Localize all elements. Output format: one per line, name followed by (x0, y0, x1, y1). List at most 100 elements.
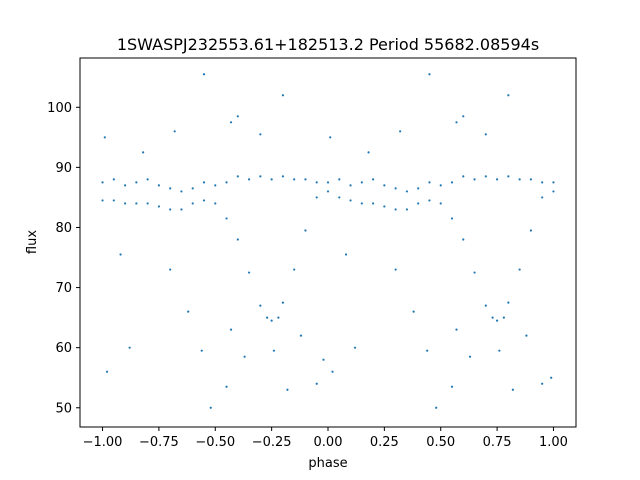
data-point (169, 268, 172, 271)
data-point (277, 316, 280, 319)
data-point (247, 178, 251, 181)
data-point (103, 136, 106, 139)
data-point (550, 376, 553, 379)
data-point (360, 202, 363, 205)
data-point (529, 229, 533, 232)
x-tick-label: 0.75 (483, 435, 512, 450)
data-point (270, 319, 273, 322)
data-point (518, 268, 521, 271)
data-point (135, 181, 138, 184)
data-point (360, 181, 363, 184)
data-point (507, 94, 510, 97)
data-point (315, 196, 318, 199)
x-axis-label: phase (308, 456, 347, 471)
data-point (383, 184, 386, 187)
data-point (529, 178, 533, 181)
data-point (304, 229, 307, 232)
x-axis: −1.00 −0.75 −0.50 −0.25 0.00 0.25 0.50 0.75 1.00 (83, 427, 568, 450)
y-tick-label: 90 (55, 161, 72, 176)
y-tick-label: 50 (55, 401, 72, 416)
y-tick-label: 60 (55, 341, 72, 356)
data-point (146, 178, 149, 181)
data-point (541, 181, 544, 184)
data-point (417, 187, 420, 190)
data-point (105, 370, 109, 373)
data-point (417, 202, 420, 205)
data-point (473, 271, 476, 274)
data-point (462, 175, 465, 178)
data-point (353, 346, 357, 349)
data-point (383, 205, 386, 208)
data-point (541, 382, 544, 385)
data-point (101, 199, 104, 202)
data-point (450, 385, 454, 388)
data-point (142, 151, 145, 154)
data-point (473, 178, 476, 181)
data-point (259, 133, 262, 136)
data-point (502, 316, 505, 319)
data-point (541, 196, 544, 199)
data-point (412, 310, 415, 313)
data-point (435, 406, 438, 409)
data-point (450, 181, 454, 184)
chart-title: 1SWASPJ232553.61+182513.2 Period 55682.0… (117, 35, 539, 54)
y-axis: 50 60 70 80 90 100 (47, 101, 80, 416)
scatter-points (101, 73, 555, 409)
y-axis-label: flux (25, 230, 40, 254)
data-point (191, 202, 194, 205)
data-point (157, 184, 161, 187)
data-point (225, 385, 228, 388)
x-tick-label: 0.25 (370, 435, 399, 450)
data-point (439, 202, 442, 205)
data-point (123, 202, 127, 205)
data-point (135, 202, 138, 205)
data-point (495, 319, 499, 322)
data-point (119, 253, 122, 256)
data-point (281, 301, 285, 304)
data-point (428, 199, 431, 202)
data-point (315, 382, 318, 385)
x-tick-label: −0.25 (252, 435, 292, 450)
data-point (112, 178, 115, 181)
x-tick-label: 0.50 (426, 435, 455, 450)
data-point (462, 115, 465, 118)
data-point (518, 178, 521, 181)
x-tick-label: 1.00 (539, 435, 568, 450)
data-point (200, 349, 203, 352)
data-point (507, 175, 510, 178)
data-point (128, 346, 131, 349)
data-point (462, 238, 465, 241)
data-point (169, 208, 172, 211)
data-point (525, 334, 528, 337)
data-point (202, 199, 206, 202)
data-point (236, 115, 239, 118)
data-point (394, 187, 397, 190)
data-point (367, 151, 370, 154)
y-tick-label: 80 (55, 221, 72, 236)
data-point (426, 349, 429, 352)
data-point (468, 355, 472, 358)
data-point (507, 301, 510, 304)
data-point (484, 304, 487, 307)
data-point (236, 175, 239, 178)
data-point (214, 184, 217, 187)
data-point (225, 181, 228, 184)
data-point (511, 388, 514, 391)
y-tick-label: 100 (47, 101, 72, 116)
data-point (236, 238, 239, 241)
data-point (484, 133, 487, 136)
data-point (187, 310, 190, 313)
data-point (428, 181, 431, 184)
data-point (405, 190, 409, 193)
data-point (315, 181, 318, 184)
data-point (229, 121, 233, 124)
data-point (247, 271, 251, 274)
data-point (173, 130, 176, 133)
data-point (394, 208, 397, 211)
data-point (259, 304, 262, 307)
data-point (498, 349, 501, 352)
data-point (299, 334, 303, 337)
data-point (455, 328, 458, 331)
